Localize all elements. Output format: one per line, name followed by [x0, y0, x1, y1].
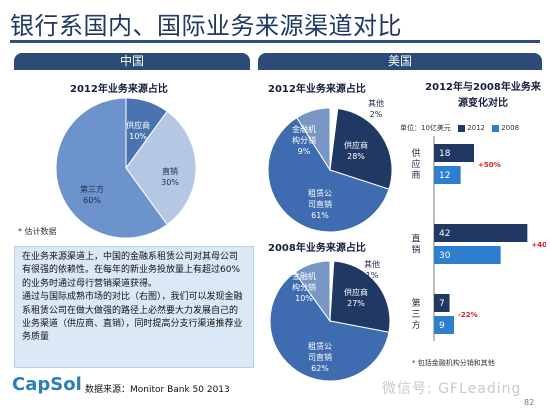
slice-value: 1%	[366, 271, 379, 280]
slice-label: 构分销	[292, 282, 316, 292]
bar-unit: 单位：10亿美元	[400, 124, 451, 132]
legend-label-2008: 2008	[501, 124, 520, 132]
slice-value: 10%	[129, 132, 147, 141]
slice-label: 租赁公	[308, 188, 332, 198]
pie-slice	[296, 107, 331, 172]
bar-value-label: 30	[439, 251, 451, 261]
change-label: -22%	[458, 311, 478, 319]
slice-label: 其他	[364, 259, 380, 269]
bar	[434, 294, 450, 312]
region-header-usa: 美国	[258, 53, 542, 70]
slice-value: 27%	[347, 299, 365, 308]
summary-paragraph-2: 通过与国际成熟市场的对比（右图），我们可以发现金融系租赁公司在做大做强的路径上必…	[22, 292, 243, 343]
pie-slice	[294, 260, 331, 323]
slice-label: 供应商	[126, 120, 150, 130]
pie-slice	[329, 260, 391, 333]
category-label: 应	[411, 158, 420, 170]
usa-2008-pie-title: 2008年业务来源占比	[268, 243, 366, 254]
pie-slice	[125, 110, 197, 226]
bar-legend: 单位：10亿美元 2012 2008	[400, 123, 519, 133]
bar-value-label: 12	[439, 171, 450, 181]
estimate-note: * 估计数据	[18, 227, 57, 236]
usa-2012-pie-title: 2012年业务来源占比	[268, 84, 366, 95]
slice-value: 10%	[295, 294, 313, 303]
legend-swatch-2012	[458, 124, 466, 132]
slice-value: 60%	[83, 196, 101, 205]
change-label: +40%	[531, 241, 546, 249]
wechat-watermark: 微信号: GFLeading	[382, 381, 522, 397]
slice-label: 第三方	[80, 184, 104, 194]
pie-slice	[329, 107, 393, 190]
change-label: +50%	[478, 161, 501, 169]
data-source: 数据来源：Monitor Bank 50 2013	[85, 385, 230, 395]
pie-slice	[55, 97, 168, 239]
category-label: 第	[411, 297, 420, 309]
category-label: 商	[411, 169, 420, 181]
slice-label: 供应商	[344, 140, 368, 150]
pie-slice	[268, 116, 390, 233]
pie-slice	[269, 271, 390, 382]
category-label: 方	[411, 319, 420, 331]
bar-value-label: 7	[439, 299, 445, 309]
title-rule	[10, 40, 540, 43]
bar-chart-title: 2012年与2008年业务来源变化对比	[425, 82, 541, 109]
slice-value: 30%	[161, 178, 179, 187]
bar	[434, 246, 501, 264]
slice-value: 9%	[298, 147, 311, 156]
slice-label: 金融机	[292, 124, 316, 134]
china-pie-chart: 供应商 10% 直销 30% 第三方 60%	[55, 97, 197, 239]
china-pie-title: 2012年业务来源占比	[70, 84, 168, 95]
page-number: 82	[524, 398, 535, 407]
bar-footnote: * 包括金融机构分销和其他	[412, 359, 495, 367]
slice-label: 司直销	[308, 352, 332, 362]
category-label: 销	[411, 244, 420, 256]
slice-label: 金融机	[292, 271, 316, 281]
legend-swatch-2008	[492, 124, 500, 132]
bar-value-label: 18	[439, 149, 451, 159]
bar	[434, 224, 528, 242]
summary-textbox: 在业务来源渠道上，中国的金融系租赁公司对其母公司有很强的依赖性。在每年的新业务投…	[14, 246, 254, 368]
bar	[434, 144, 474, 162]
slice-label: 其他	[368, 98, 384, 108]
bar-value-label: 9	[439, 321, 445, 331]
slice-label: 直销	[162, 166, 178, 176]
bar-chart: 供应商 18 12 +50% 直销 42 30 +40% 第三方 7 9 -22%	[411, 136, 546, 341]
bar	[434, 166, 461, 184]
category-label: 直	[411, 233, 420, 245]
slice-value: 62%	[311, 364, 329, 373]
slice-label: 司直销	[308, 199, 332, 209]
bar-value-label: 42	[439, 229, 450, 239]
legend-label-2012: 2012	[467, 124, 485, 132]
slice-value: 2%	[370, 110, 383, 119]
region-header-china: 中国	[14, 53, 250, 70]
capsol-logo: CapSol	[12, 374, 82, 395]
slice-label: 供应商	[344, 287, 368, 297]
category-label: 三	[411, 310, 420, 320]
page-title: 银行系国内、国际业务来源渠道对比	[10, 12, 402, 40]
slice-value: 28%	[347, 152, 365, 161]
bar	[434, 316, 454, 334]
slice-value: 61%	[311, 211, 329, 220]
slice-label: 构分销	[292, 135, 316, 145]
summary-paragraph-1: 在业务来源渠道上，中国的金融系租赁公司对其母公司有很强的依赖性。在每年的新业务投…	[22, 252, 241, 289]
slice-label: 租赁公	[308, 341, 332, 351]
category-label: 供	[411, 147, 420, 159]
